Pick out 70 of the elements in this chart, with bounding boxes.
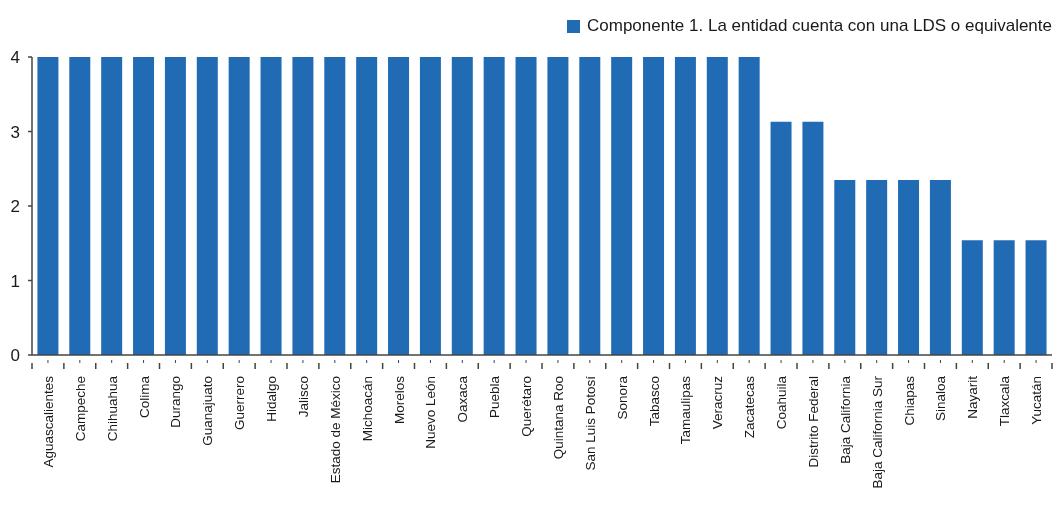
bar	[388, 57, 410, 355]
bar	[196, 57, 218, 355]
x-tick-label: Durango	[168, 376, 184, 428]
x-tick-label: Veracruz	[710, 375, 726, 430]
bar	[898, 179, 920, 355]
x-tick-label: Tabasco	[646, 376, 662, 427]
bar	[228, 57, 250, 355]
bar	[292, 57, 314, 355]
y-tick-label: 0	[10, 346, 20, 366]
bar	[1025, 240, 1047, 355]
bar	[515, 57, 537, 355]
x-tick-label: Zacatecas	[742, 375, 758, 439]
x-tick-label: Tamaulipas	[678, 375, 694, 445]
x-tick-label: Michoacán	[359, 376, 375, 442]
x-tick-label: Jalisco	[295, 376, 311, 418]
x-tick-label: Nuevo León	[423, 376, 439, 449]
bar	[260, 57, 282, 355]
x-tick-label: Colima	[136, 375, 152, 419]
legend-label: Componente 1. La entidad cuenta con una LDS o equivalente	[586, 16, 1052, 36]
x-tick-label: Baja California Sur	[869, 375, 885, 489]
x-tick-label: Guanajuato	[200, 376, 216, 446]
x-tick-label: Sonora	[614, 375, 630, 420]
bar	[101, 57, 123, 355]
x-tick-label: Morelos	[391, 375, 407, 425]
bar	[133, 57, 155, 355]
x-tick-label: Aguascalientes	[40, 375, 56, 468]
bar	[451, 57, 473, 355]
bar	[993, 240, 1015, 355]
x-tick-label: Chihuahua	[104, 375, 120, 442]
x-tick-label: Estado de México	[327, 376, 343, 484]
y-tick-label: 1	[10, 271, 20, 291]
bar	[961, 240, 983, 355]
bar	[611, 57, 633, 355]
x-tick-label: Campeche	[72, 376, 88, 442]
y-tick-label: 2	[10, 197, 20, 217]
x-tick-label: Chiapas	[901, 375, 917, 426]
bar	[356, 57, 378, 355]
bar	[706, 57, 728, 355]
bar	[419, 57, 441, 355]
bar	[802, 121, 824, 355]
bar	[547, 57, 569, 355]
bar	[643, 57, 665, 355]
x-tick-label: Baja California	[837, 375, 853, 464]
bar	[674, 57, 696, 355]
bar	[164, 57, 186, 355]
bar	[483, 57, 505, 355]
y-tick-label: 4	[10, 48, 20, 68]
bar	[866, 179, 888, 355]
bar	[738, 57, 760, 355]
x-tick-label: Nayarit	[965, 375, 981, 419]
x-tick-label: Querétaro	[519, 376, 535, 437]
y-tick-label: 3	[10, 122, 20, 142]
x-tick-label: Oaxaca	[455, 375, 471, 423]
x-tick-label: Coahuila	[774, 375, 790, 430]
bar	[579, 57, 601, 355]
bar	[770, 121, 792, 355]
x-tick-label: Yucatán	[1029, 376, 1045, 425]
bar	[69, 57, 91, 355]
bar	[37, 57, 59, 355]
x-tick-label: Guerrero	[232, 376, 248, 431]
x-tick-label: Distrito Federal	[805, 376, 821, 468]
bar	[324, 57, 346, 355]
x-tick-label: Puebla	[487, 375, 503, 419]
x-tick-label: Sinaloa	[933, 375, 949, 422]
x-tick-label: Tlaxcala	[997, 375, 1013, 427]
x-tick-label: Hidalgo	[264, 376, 280, 422]
x-tick-label: Quintana Roo	[550, 376, 566, 460]
bar	[834, 179, 856, 355]
bar	[929, 179, 951, 355]
x-tick-label: San Luis Potosí	[582, 375, 598, 471]
